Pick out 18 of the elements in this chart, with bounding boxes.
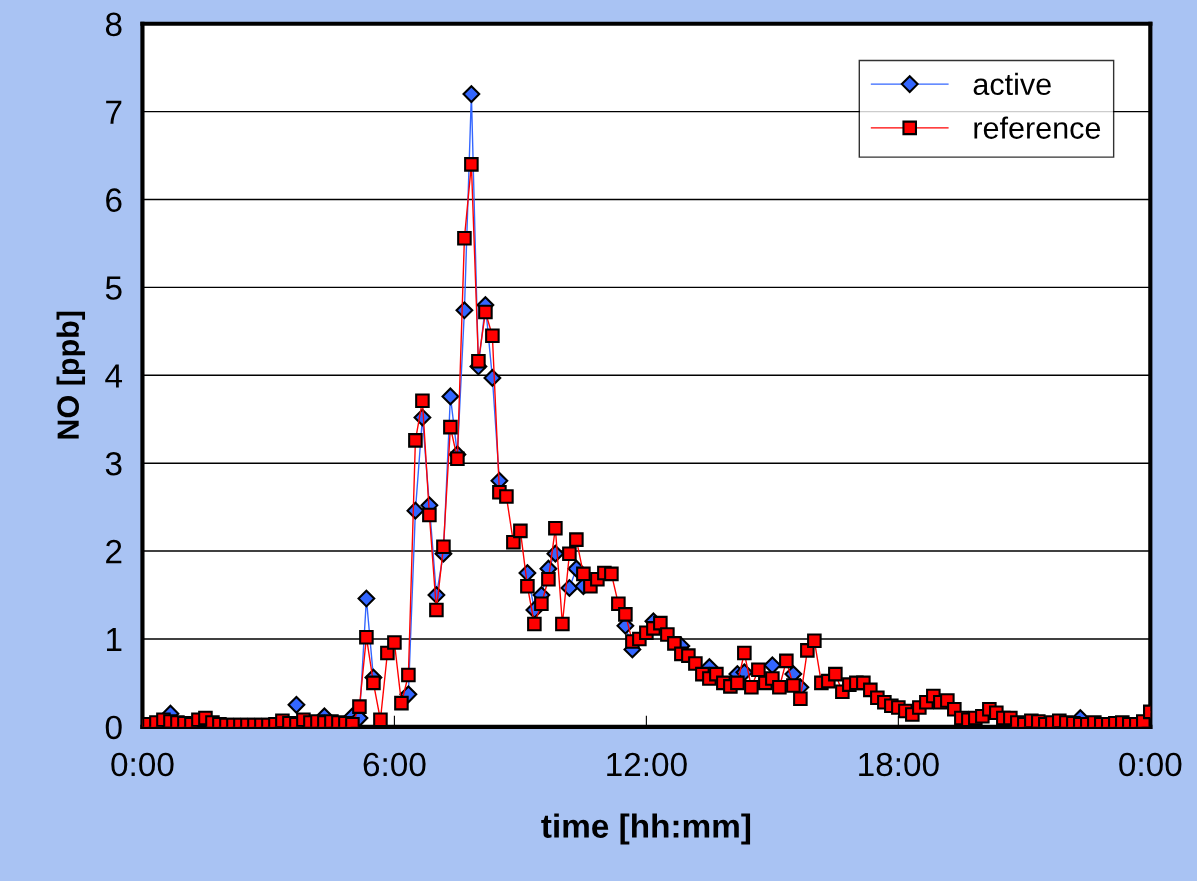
x-tick-label: 12:00 bbox=[607, 752, 687, 777]
y-tick-label: 1 bbox=[107, 628, 122, 652]
x-tick-label: 6:00 bbox=[363, 752, 426, 777]
y-tick-label: 0 bbox=[105, 715, 122, 740]
x-tick-label: 0:00 bbox=[1119, 752, 1182, 777]
x-axis-title: time [hh:mm] bbox=[541, 813, 751, 845]
y-tick-label: 4 bbox=[105, 364, 123, 388]
legend-label: reference bbox=[974, 116, 1101, 139]
y-tick-label: 7 bbox=[106, 100, 122, 124]
y-tick-label: 6 bbox=[106, 188, 122, 212]
y-tick-label: 8 bbox=[105, 12, 122, 37]
x-tick-label: 0:00 bbox=[111, 752, 174, 777]
y-tick-label: 5 bbox=[105, 276, 122, 300]
x-tick-label: 18:00 bbox=[859, 752, 939, 777]
y-tick-label: 2 bbox=[106, 539, 122, 564]
y-tick-label: 3 bbox=[105, 451, 122, 476]
y-axis-title: NO [ppb] bbox=[56, 311, 86, 439]
legend-label: active bbox=[973, 72, 1051, 96]
